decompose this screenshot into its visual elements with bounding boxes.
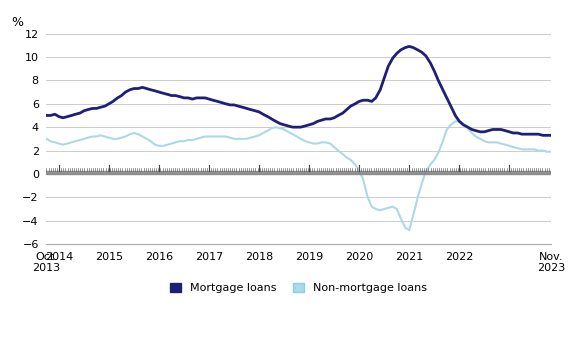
Legend: Mortgage loans, Non-mortgage loans: Mortgage loans, Non-mortgage loans [166,278,432,298]
Text: %: % [11,16,23,29]
Bar [46,171,551,174]
